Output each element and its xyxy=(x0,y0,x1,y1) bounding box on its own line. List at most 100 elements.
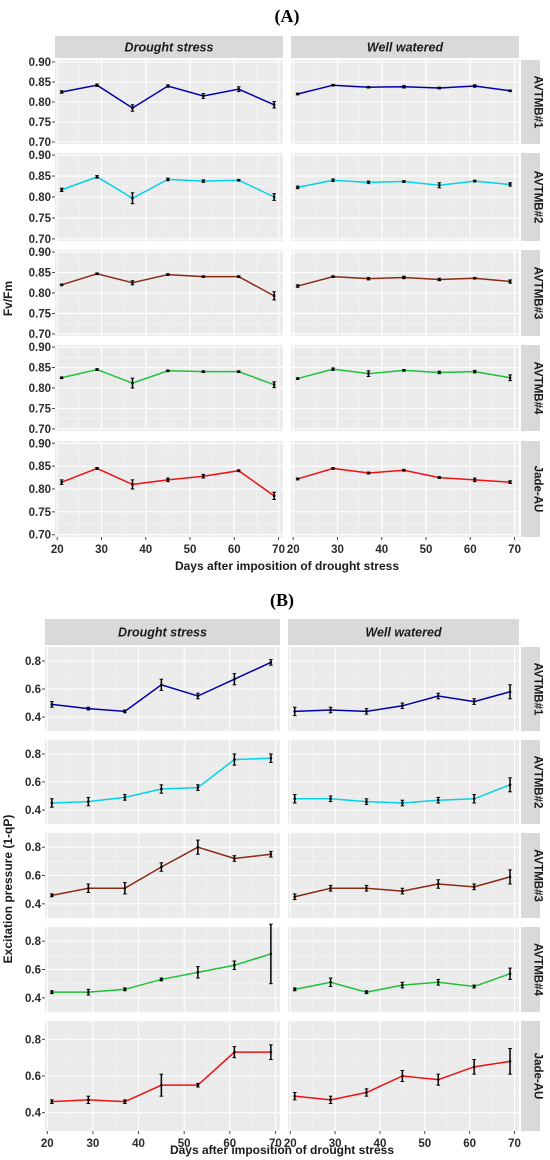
data-point xyxy=(436,980,440,984)
x-tick-label: 30 xyxy=(95,544,108,556)
data-point xyxy=(438,86,441,90)
data-point xyxy=(508,1060,512,1063)
y-tick-label: 0.6 xyxy=(25,684,41,696)
data-point xyxy=(60,376,63,380)
data-point xyxy=(272,294,276,298)
y-tick-label: 0.70 xyxy=(29,234,51,246)
plot-panel xyxy=(288,926,519,1013)
data-point xyxy=(95,83,99,87)
x-tick-label: 50 xyxy=(418,1138,431,1150)
data-point xyxy=(123,1100,127,1103)
data-point xyxy=(87,990,90,994)
data-point xyxy=(123,710,127,713)
panel-letter: (A) xyxy=(275,6,300,27)
plot-panel xyxy=(55,441,283,537)
data-point xyxy=(202,474,205,478)
y-tick-label: 0.75 xyxy=(29,213,52,225)
data-point xyxy=(367,372,370,375)
data-point xyxy=(160,683,163,687)
x-tick-label: 50 xyxy=(420,544,433,556)
plot-panel xyxy=(55,60,283,144)
data-point xyxy=(269,756,273,760)
facet-strip xyxy=(521,647,540,731)
x-axis-title: Days after imposition of drought stress xyxy=(170,1143,394,1157)
x-tick-label: 70 xyxy=(508,544,521,556)
strip-label: Well watered xyxy=(367,41,444,55)
facet-label: Jade-AU xyxy=(532,466,544,513)
data-point xyxy=(331,275,335,278)
facet-strip xyxy=(521,833,540,918)
data-point xyxy=(331,178,335,182)
data-point xyxy=(95,272,99,276)
data-point xyxy=(438,371,441,374)
strip-1 xyxy=(291,36,519,58)
facet-label: AVTMB#2 xyxy=(532,756,544,809)
data-point xyxy=(131,106,134,110)
data-point xyxy=(438,183,441,187)
plot-panel xyxy=(45,1020,280,1132)
y-tick-label: 0.80 xyxy=(29,288,51,300)
x-tick-label: 30 xyxy=(331,544,344,556)
data-point xyxy=(123,796,127,799)
data-point xyxy=(196,1083,200,1087)
data-point xyxy=(160,865,163,869)
data-point xyxy=(402,369,406,372)
facet-strip xyxy=(521,345,540,431)
data-point xyxy=(473,478,477,482)
y-tick-label: 0.85 xyxy=(29,77,52,89)
data-point xyxy=(196,786,200,789)
data-point xyxy=(401,801,404,805)
data-point xyxy=(202,179,205,183)
data-point xyxy=(87,707,90,710)
y-tick-label: 0.75 xyxy=(29,308,52,320)
data-point xyxy=(233,963,236,967)
plot-panel xyxy=(288,1020,519,1132)
data-point xyxy=(166,478,170,482)
y-tick-label: 0.75 xyxy=(29,117,52,129)
x-tick-label: 40 xyxy=(139,544,152,556)
data-point xyxy=(272,103,276,107)
data-point xyxy=(123,988,127,991)
data-point xyxy=(272,383,276,387)
data-point xyxy=(365,886,368,890)
data-point xyxy=(296,377,299,380)
facet-strip xyxy=(521,441,540,537)
data-point xyxy=(401,704,404,708)
y-tick-label: 0.8 xyxy=(25,842,42,854)
plot-panel xyxy=(45,923,280,1013)
data-point xyxy=(508,480,512,484)
y-tick-label: 0.8 xyxy=(25,656,42,668)
data-point xyxy=(237,370,241,373)
y-tick-label: 0.4 xyxy=(25,805,42,817)
data-point xyxy=(331,467,335,470)
x-tick-label: 40 xyxy=(132,1138,145,1150)
data-point xyxy=(367,277,370,280)
data-point xyxy=(402,276,406,279)
x-tick-label: 20 xyxy=(51,544,64,556)
plot-panel xyxy=(55,153,283,241)
plot-panel xyxy=(291,153,519,241)
data-point xyxy=(329,886,332,890)
data-point xyxy=(473,276,477,280)
data-point xyxy=(365,1091,368,1094)
data-point xyxy=(293,710,297,713)
data-point xyxy=(87,800,90,803)
data-point xyxy=(202,275,205,278)
data-point xyxy=(401,983,404,987)
data-point xyxy=(472,885,476,889)
data-point xyxy=(60,480,63,484)
data-point xyxy=(237,178,241,182)
facet-strip xyxy=(521,250,540,336)
y-tick-label: 0.90 xyxy=(29,150,51,162)
data-point xyxy=(472,985,476,988)
data-point xyxy=(131,483,134,486)
data-point xyxy=(436,1078,440,1081)
y-tick-label: 0.8 xyxy=(25,749,42,761)
facet-strip xyxy=(521,1021,540,1131)
y-tick-label: 0.85 xyxy=(29,171,52,183)
y-tick-label: 0.70 xyxy=(29,424,51,436)
data-point xyxy=(508,972,512,976)
x-tick-label: 20 xyxy=(284,1138,297,1150)
x-tick-label: 70 xyxy=(508,1138,521,1150)
